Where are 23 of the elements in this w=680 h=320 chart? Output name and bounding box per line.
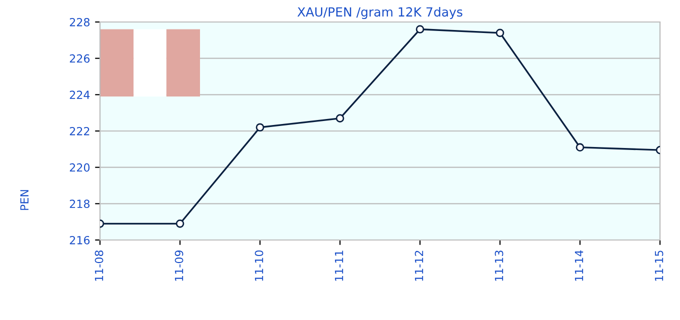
point bbox=[416, 25, 424, 34]
point bbox=[336, 114, 344, 122]
y-tick-label: 224 bbox=[70, 90, 90, 99]
x-tick-label: 11-13 bbox=[494, 250, 504, 281]
y-tick-label: 228 bbox=[70, 18, 90, 26]
y-tick-label: 218 bbox=[70, 200, 90, 208]
x-tick-label: 11-15 bbox=[654, 250, 664, 281]
y-tick-label: 226 bbox=[70, 54, 90, 63]
x-tick-label: 11-14 bbox=[574, 250, 584, 281]
y-tick-label: 222 bbox=[70, 126, 90, 136]
x-tick-label: 11-09 bbox=[174, 250, 184, 281]
point bbox=[176, 219, 184, 228]
x-tick-label: 11-11 bbox=[334, 250, 344, 281]
y-axis-title: PEN bbox=[20, 190, 28, 210]
point bbox=[496, 28, 504, 38]
x-tick-label: 11-08 bbox=[94, 250, 104, 281]
point bbox=[256, 123, 264, 132]
chart-title: XAU/PEN /gram 12K 7days bbox=[297, 6, 462, 20]
x-tick-label: 11-10 bbox=[254, 250, 264, 281]
y-tick-label: 216 bbox=[70, 236, 90, 244]
x-tick-label: 11-12 bbox=[414, 250, 424, 281]
point bbox=[576, 143, 584, 152]
y-tick-label: 220 bbox=[70, 163, 90, 172]
